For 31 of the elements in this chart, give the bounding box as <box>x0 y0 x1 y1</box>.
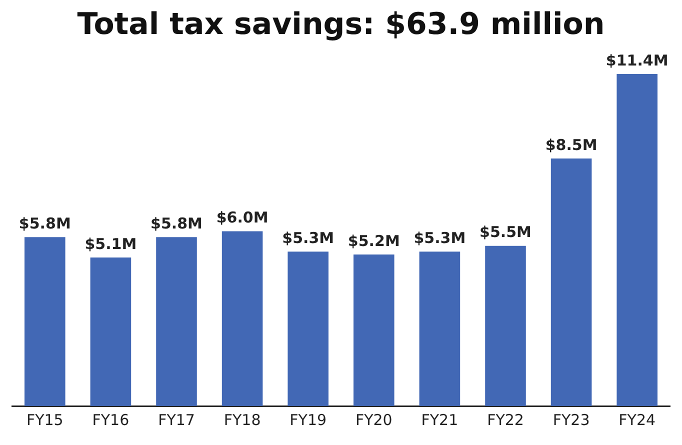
data-label: $5.3M <box>282 229 334 248</box>
bar <box>550 158 592 406</box>
bar <box>90 257 132 406</box>
x-tick-label: FY22 <box>487 410 524 429</box>
data-label: $5.3M <box>414 229 466 248</box>
bar <box>616 74 658 406</box>
x-tick-label: FY23 <box>552 410 590 429</box>
x-tick-label: FY21 <box>421 410 458 429</box>
chart-title: Total tax savings: $63.9 million <box>77 6 605 42</box>
data-label: $6.0M <box>216 208 268 227</box>
bar <box>354 254 394 406</box>
bar <box>222 231 263 406</box>
x-tick-label: FY17 <box>158 410 195 429</box>
data-label: $5.2M <box>348 232 400 250</box>
data-label: $8.5M <box>545 136 598 154</box>
x-tick-label: FY15 <box>26 410 64 429</box>
bar <box>156 237 197 406</box>
bar <box>288 252 328 406</box>
bar <box>485 246 526 406</box>
x-tick-label: FY18 <box>224 410 261 429</box>
x-tick-label: FY16 <box>92 410 130 429</box>
x-tick-label: FY24 <box>618 410 656 429</box>
x-tick-label: FY19 <box>290 410 327 429</box>
data-label: $5.8M <box>18 214 71 232</box>
data-label: $11.4M <box>606 51 668 70</box>
data-label: $5.5M <box>480 223 532 242</box>
data-label: $5.1M <box>84 234 137 253</box>
data-label: $5.8M <box>150 214 202 232</box>
bar <box>24 237 66 406</box>
bar <box>419 252 460 406</box>
x-tick-label: FY20 <box>355 410 392 429</box>
